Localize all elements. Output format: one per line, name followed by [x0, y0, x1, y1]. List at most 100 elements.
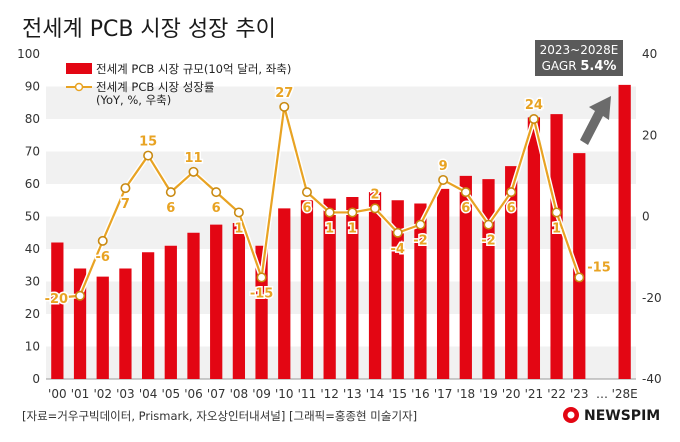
cagr-annotation: 2023~2028E GAGR 5.4%	[535, 40, 623, 145]
bar	[414, 203, 427, 379]
growth-label: 2	[371, 187, 380, 202]
right-tick-label: 40	[642, 47, 657, 61]
growth-point	[347, 207, 358, 218]
newspim-logo: NEWSPIM	[563, 407, 660, 424]
x-tick-label: '00	[48, 387, 67, 401]
bar	[210, 224, 223, 379]
left-axis: 0 10 20 30 40 50 60 70 80 90 100	[17, 47, 40, 386]
growth-label: 9	[439, 159, 448, 174]
growth-point	[460, 187, 471, 198]
annotation-box	[535, 40, 623, 76]
x-tick-label: '21	[525, 387, 544, 401]
annotation-period: 2023~2028E	[540, 43, 619, 57]
x-tick-label: '10	[275, 387, 294, 401]
growth-point	[301, 187, 312, 198]
bar	[119, 268, 132, 379]
x-tick-label: '12	[320, 387, 339, 401]
growth-label: -2	[481, 234, 495, 249]
growth-point	[392, 227, 403, 238]
left-tick-label: 0	[32, 372, 40, 386]
growth-label: 1	[234, 221, 243, 236]
growth-point	[97, 235, 108, 246]
x-tick-label: '28E	[612, 387, 638, 401]
growth-line	[57, 105, 581, 299]
growth-point	[233, 207, 244, 218]
left-tick-label: 40	[25, 242, 40, 256]
bar	[164, 245, 177, 379]
x-tick-label: '07	[207, 387, 226, 401]
growth-point	[438, 174, 449, 185]
bar	[278, 208, 291, 379]
annotation-rate: GAGR 5.4%	[542, 59, 617, 74]
trend-arrow-icon	[580, 96, 611, 145]
growth-point	[483, 219, 494, 230]
left-tick-label: 30	[25, 275, 40, 289]
growth-point	[528, 114, 539, 125]
bar	[550, 114, 563, 379]
x-tick-label: '14	[366, 387, 385, 401]
right-axis: -40 -20 0 20 40	[642, 47, 662, 386]
source-note: [자료=거우구빅데이터, Prismark, 자오상인터내셔널] [그래픽=홍종…	[22, 409, 417, 423]
x-tick-label: '05	[162, 387, 181, 401]
left-tick-label: 90	[25, 80, 40, 94]
growth-point	[52, 292, 63, 303]
bar	[482, 179, 495, 379]
bar	[96, 276, 109, 379]
grid-band	[46, 86, 636, 119]
legend-line-label: 전세계 PCB 시장 성장률	[96, 80, 214, 94]
growth-label: 1	[348, 221, 357, 236]
growth-label: 6	[507, 201, 516, 216]
x-tick-label: '08	[230, 387, 249, 401]
line-series	[52, 101, 585, 303]
x-tick-label: '20	[502, 387, 521, 401]
x-tick-label: '13	[343, 387, 362, 401]
growth-label: 15	[139, 135, 157, 150]
x-tick-label: '18	[457, 387, 476, 401]
bar	[346, 197, 359, 379]
growth-label: -6	[96, 250, 110, 265]
growth-label: 24	[525, 98, 543, 113]
left-tick-label: 20	[25, 307, 40, 321]
legend-bar-label: 전세계 PCB 시장 규모(10억 달러, 좌축)	[96, 62, 291, 76]
x-tick-label: '04	[139, 387, 158, 401]
x-tick-label: …	[596, 387, 608, 401]
right-tick-label: -40	[642, 372, 662, 386]
right-tick-label: 0	[642, 210, 650, 224]
growth-point	[415, 219, 426, 230]
growth-point	[188, 166, 199, 177]
growth-label: -4	[391, 242, 405, 257]
x-tick-label: '23	[570, 387, 589, 401]
growth-label: 6	[166, 201, 175, 216]
x-tick-label: '19	[479, 387, 498, 401]
growth-label: 11	[184, 151, 202, 166]
logo-text: NEWSPIM	[584, 408, 660, 424]
x-tick-label: '02	[93, 387, 112, 401]
growth-point	[370, 203, 381, 214]
left-tick-label: 10	[25, 340, 40, 354]
bar	[391, 200, 404, 379]
bar	[51, 242, 64, 379]
growth-label: 6	[461, 201, 470, 216]
bar	[187, 232, 200, 379]
growth-label: -15	[587, 260, 611, 275]
growth-point	[143, 150, 154, 161]
legend-line-marker	[74, 82, 84, 92]
annotation-rate-label: GAGR	[542, 59, 581, 73]
bar	[323, 198, 336, 379]
growth-point	[120, 183, 131, 194]
legend: 전세계 PCB 시장 규모(10억 달러, 좌축) 전세계 PCB 시장 성장률…	[66, 62, 291, 107]
growth-point	[574, 272, 585, 283]
x-tick-label: '09	[252, 387, 271, 401]
growth-label: -20	[45, 292, 69, 307]
growth-label: -2	[413, 234, 427, 249]
bar	[141, 252, 155, 379]
growth-point	[75, 290, 86, 301]
growth-point	[551, 207, 562, 218]
bar	[459, 175, 472, 379]
grid-bands	[46, 86, 636, 380]
growth-point	[256, 272, 267, 283]
logo-mark-center	[567, 411, 575, 419]
